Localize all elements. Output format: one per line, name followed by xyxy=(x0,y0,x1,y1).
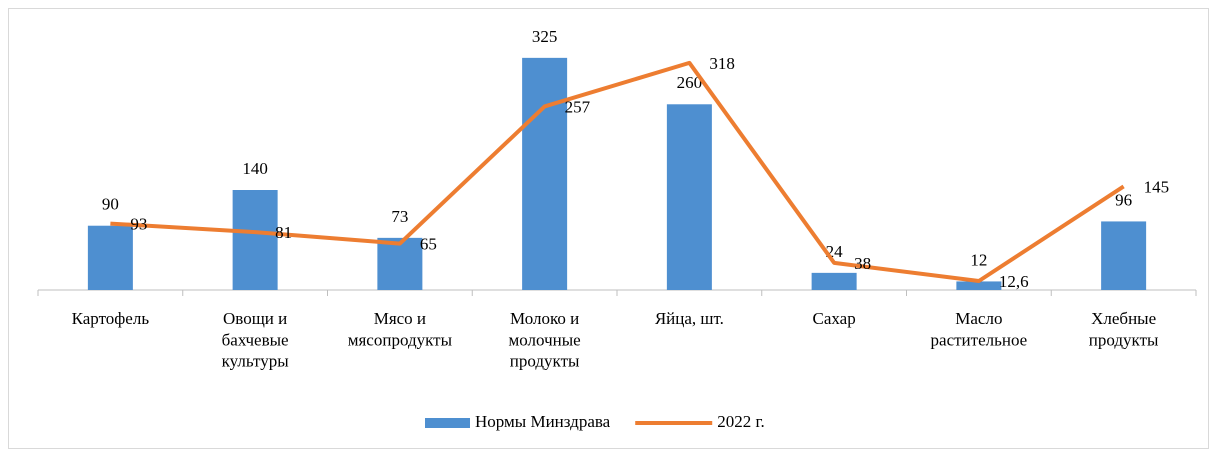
line-value-label: 318 xyxy=(709,54,735,73)
line-value-label: 38 xyxy=(854,254,871,273)
bar xyxy=(956,281,1002,290)
bar xyxy=(811,272,857,290)
line-value-label: 81 xyxy=(275,223,292,242)
line xyxy=(110,60,1125,283)
bar-value-label: 96 xyxy=(1115,190,1132,209)
legend-swatch xyxy=(425,418,470,428)
line-value-label: 12,6 xyxy=(999,272,1029,291)
line-value-label: 145 xyxy=(1144,177,1170,196)
bar xyxy=(522,57,568,290)
x-tick-label: Сахар xyxy=(813,309,856,328)
bar-value-label: 12 xyxy=(970,250,987,269)
chart-frame xyxy=(8,8,1209,449)
bar-value-label: 260 xyxy=(677,73,703,92)
bar xyxy=(377,237,423,290)
bar xyxy=(232,190,278,290)
x-tick-label: Молоко и молочные продукты xyxy=(509,309,581,371)
legend-label: Нормы Минздрава xyxy=(475,412,611,431)
bar xyxy=(1101,221,1147,290)
x-tick-label: Яйца, шт. xyxy=(655,309,724,328)
x-tick-label: Мясо и мясопродукты xyxy=(348,309,453,349)
bar-value-label: 90 xyxy=(102,195,119,214)
line-value-label: 257 xyxy=(565,97,591,116)
bar-value-label: 140 xyxy=(242,159,268,178)
bar-value-label: 325 xyxy=(532,27,558,46)
line-value-label: 65 xyxy=(420,234,437,253)
x-tick-label: Хлебные продукты xyxy=(1089,309,1159,349)
bar xyxy=(87,225,133,290)
bar-value-label: 73 xyxy=(391,207,408,226)
line-value-label: 93 xyxy=(130,214,147,233)
x-tick-label: Овощи и бахчевые культуры xyxy=(222,309,290,371)
x-tick-label: Картофель xyxy=(72,309,150,328)
bar xyxy=(666,104,712,291)
legend-label: 2022 г. xyxy=(717,412,765,431)
x-tick-label: Масло растительное xyxy=(931,309,1028,349)
